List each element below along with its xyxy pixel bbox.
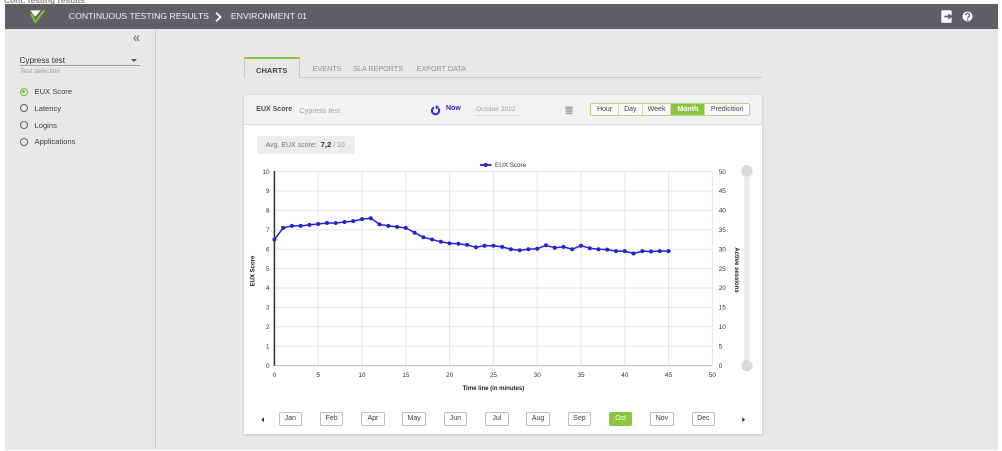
svg-text:50: 50 (719, 169, 727, 176)
svg-text:1: 1 (266, 343, 270, 350)
svg-text:0: 0 (266, 363, 270, 370)
svg-text:2: 2 (266, 324, 270, 331)
svg-text:25: 25 (490, 372, 498, 379)
svg-text:15: 15 (719, 305, 727, 312)
svg-text:8: 8 (266, 208, 270, 215)
svg-text:7: 7 (266, 227, 270, 234)
svg-text:35: 35 (577, 372, 585, 379)
svg-text:20: 20 (446, 372, 454, 379)
svg-text:25: 25 (719, 266, 727, 273)
svg-text:0: 0 (273, 372, 277, 379)
svg-text:9: 9 (266, 188, 270, 195)
svg-text:4: 4 (266, 285, 270, 292)
svg-text:10: 10 (358, 372, 366, 379)
svg-text:30: 30 (719, 246, 727, 253)
svg-text:45: 45 (665, 372, 673, 379)
svg-text:5: 5 (719, 343, 723, 350)
svg-text:35: 35 (719, 227, 727, 234)
svg-text:30: 30 (534, 372, 542, 379)
svg-text:5: 5 (316, 372, 320, 379)
svg-text:Time line (in minutes): Time line (in minutes) (463, 386, 525, 392)
svg-text:3: 3 (266, 305, 270, 312)
svg-text:20: 20 (719, 285, 727, 292)
svg-text:EUX Score: EUX Score (495, 162, 527, 169)
svg-text:50: 50 (709, 372, 717, 379)
svg-text:40: 40 (719, 208, 727, 215)
svg-text:5: 5 (266, 266, 270, 273)
svg-text:40: 40 (621, 372, 629, 379)
svg-text:6: 6 (266, 246, 270, 253)
svg-text:10: 10 (262, 169, 270, 176)
svg-text:10: 10 (719, 324, 727, 331)
svg-text:EUX Score: EUX Score (251, 255, 257, 286)
svg-text:45: 45 (719, 188, 727, 195)
svg-text:0: 0 (719, 363, 723, 370)
svg-text:Active sessions: Active sessions (733, 247, 739, 293)
svg-text:15: 15 (402, 372, 410, 379)
